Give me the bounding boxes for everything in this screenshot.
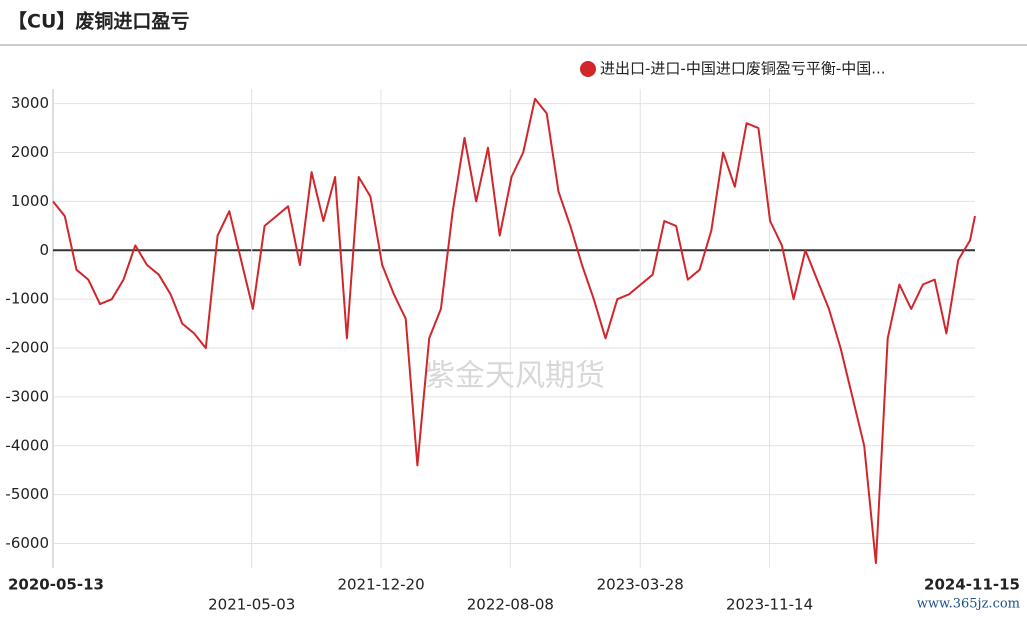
y-tick-label: -1000	[5, 290, 49, 308]
y-tick-label: -2000	[5, 339, 49, 357]
legend-marker	[580, 61, 596, 77]
y-tick-label: -4000	[5, 436, 49, 454]
x-tick-label: 2020-05-13	[8, 576, 104, 594]
x-tick-label: 2023-03-28	[597, 576, 684, 594]
x-tick-label: 2023-11-14	[726, 596, 813, 614]
series-line	[52, 97, 976, 565]
y-tick-label: -6000	[5, 534, 49, 552]
x-tick-label: 2024-11-15	[924, 576, 1020, 594]
y-tick-label: 2000	[11, 143, 49, 161]
y-tick-label: -5000	[5, 485, 49, 503]
watermark: 紫金天风期货	[425, 359, 605, 394]
y-tick-label: 1000	[11, 192, 49, 210]
x-tick-label: 2021-05-03	[208, 596, 295, 614]
chart-title: 【CU】废铜进口盈亏	[8, 10, 189, 33]
legend-label[interactable]: 进出口-进口-中国进口废铜盈亏平衡-中国...	[600, 60, 886, 78]
x-tick-label: 2021-12-20	[337, 576, 424, 594]
x-tick-label: 2022-08-08	[467, 596, 554, 614]
site-mark: www.365jz.com	[917, 597, 1020, 612]
y-tick-label: 0	[39, 241, 49, 259]
y-tick-label: 3000	[11, 94, 49, 112]
y-tick-label: -3000	[5, 387, 49, 405]
